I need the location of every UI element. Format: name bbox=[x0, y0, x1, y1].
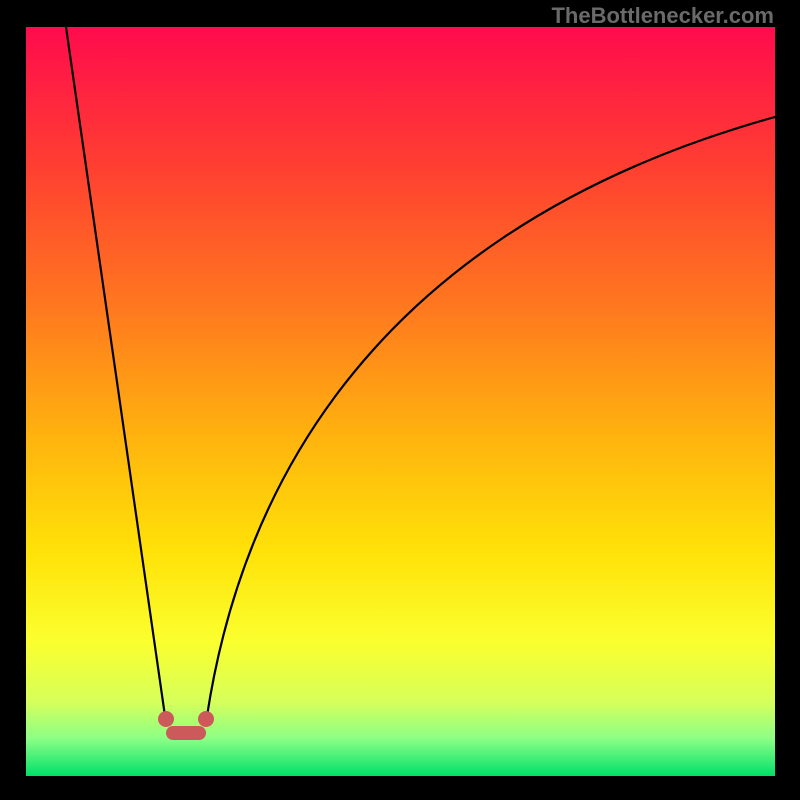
watermark-text: TheBottlenecker.com bbox=[551, 3, 774, 29]
minimum-marker-right bbox=[198, 711, 214, 727]
bottleneck-curve bbox=[0, 0, 800, 800]
minimum-marker-left bbox=[158, 711, 174, 727]
plot-area bbox=[26, 27, 775, 776]
minimum-marker-bridge bbox=[166, 726, 206, 740]
chart-canvas: TheBottlenecker.com bbox=[0, 0, 800, 800]
curve-left-branch bbox=[66, 27, 165, 716]
curve-right-branch bbox=[207, 117, 775, 716]
